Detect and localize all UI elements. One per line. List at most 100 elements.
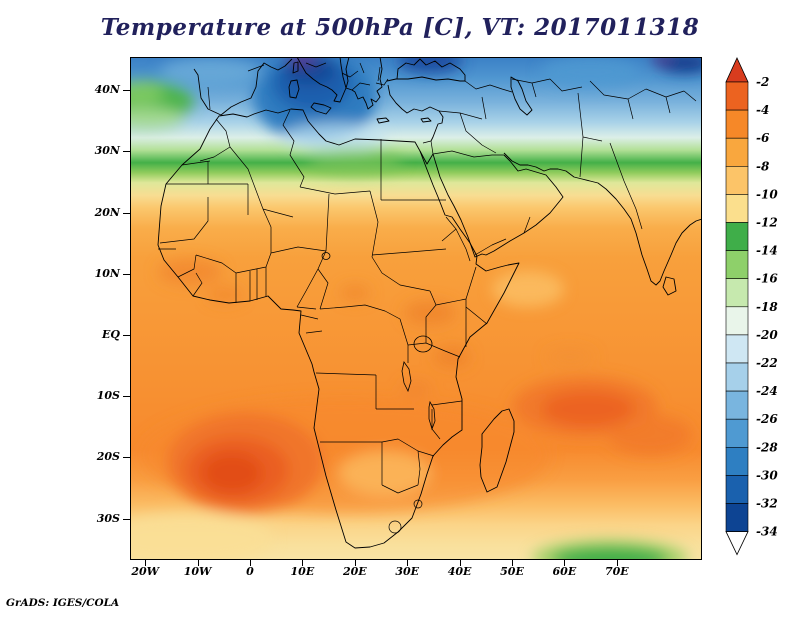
colorbar-tick-label: -22 [756,356,778,370]
lon-tick-mark [250,560,251,566]
country-borders [158,62,697,534]
srilanka-coastline [662,276,677,296]
colorbar-tick-label: -30 [756,468,778,482]
balkans-greece-coastline [345,57,383,110]
colorbar-segment [725,194,749,223]
lat-tick-label: 30S [96,511,120,525]
colorbar-tick-label: -18 [756,300,778,314]
map-frame [130,57,702,560]
crete-coastline [376,117,390,124]
lon-tick-mark [512,560,513,566]
lon-tick-label: 20W [131,565,160,578]
lat-tick-label: 20N [94,205,120,219]
caspian-sea-coastline [510,76,533,116]
madagascar-coastline [479,408,515,493]
colorbar-segment [725,109,749,139]
colorbar-segment [725,418,749,448]
lon-tick-mark [197,560,199,566]
lat-tick-mark [123,151,130,153]
lat-tick-mark [123,273,130,275]
credit-text: GrADS: IGES/COLA [6,597,120,609]
lake-malawi [428,400,436,431]
map-svg [130,57,702,560]
black-sea-coastline [386,58,466,82]
colorbar-segment [725,475,749,504]
lon-tick-label: 50E [500,565,524,578]
lon-tick-label: 10W [183,565,212,578]
lon-tick-mark [407,560,409,566]
colorbar-segment [725,306,749,336]
colorbar-arrow-above [725,57,749,83]
colorbar-tick-label: -34 [756,525,778,539]
plot-title: Temperature at 500hPa [C], VT: 201701131… [100,14,700,41]
lat-tick-mark [123,518,130,520]
lakes [321,252,436,431]
colorbar-tick-label: -24 [756,384,778,398]
colorbar-segment [725,334,749,364]
arabia-coastline [432,153,564,258]
lon-tick-label: 40E [447,565,472,578]
colorbar-tick-label: -10 [756,187,778,201]
lat-tick-mark [123,396,130,398]
colorbar-tick-label: -6 [756,131,770,145]
colorbar-tick-label: -26 [756,412,778,426]
anatolia-levant-coastline [387,84,444,144]
lat-tick-label: 10N [94,266,120,280]
lon-tick-mark [616,560,618,566]
lake-victoria [413,335,433,353]
lake-tanganyika [401,361,412,393]
colorbar-tick-label: -2 [756,75,769,89]
iran-india-coastline [503,152,702,286]
temperature-anomaly-blobs [130,57,702,560]
colorbar-tick-label: -4 [756,103,769,117]
colorbar-tick-label: -16 [756,272,778,286]
sardinia-coastline [288,79,300,99]
lon-tick-mark [302,560,304,566]
lon-tick-mark [354,560,356,566]
lon-tick-label: 20E [342,565,367,578]
corsica-coastline [292,61,299,74]
cyprus-coastline [420,117,432,123]
lon-tick-mark [564,560,566,566]
colorbar-tick-label: -8 [756,159,770,173]
colorbar-segment [725,446,749,476]
lat-tick-label: EQ [102,328,120,341]
lon-tick-mark [459,560,461,566]
lat-tick-label: 10S [96,389,120,403]
lat-tick-label: 30N [94,144,120,158]
colorbar: -2 -4 -6 -8 -10 -12 -14 -16 -18 -20 -22 -24 -26 -28 -3… [725,57,778,556]
lat-tick-mark [123,457,130,459]
lat-tick-mark [123,90,130,92]
colorbar-tick-label: -20 [756,328,778,342]
colorbar-segment [725,503,749,532]
lon-tick-mark [145,560,147,566]
colorbar-tick-label: -32 [756,497,778,511]
sicily-coastline [310,102,332,115]
colorbar-segment [725,137,749,167]
colorbar-tick-label: -28 [756,440,778,454]
lake-chad [321,252,331,260]
lon-tick-label: 0 [246,565,254,578]
lon-tick-label: 30E [395,565,420,578]
italy-coastline [296,57,347,103]
iberia-france-coastline [193,58,293,116]
lon-tick-label: 10E [290,565,315,578]
colorbar-arrow-below [725,531,749,556]
colorbar-segment [725,81,749,111]
sinai-coastline [419,150,434,165]
colorbar-segment [725,278,749,308]
colorbar-tick-label: -14 [756,244,778,258]
colorbar-segment [725,390,749,420]
lat-tick-label: 20S [96,450,120,464]
lat-tick-mark [123,212,130,214]
lat-tick-label: 40N [94,83,120,97]
colorbar-segment [725,250,749,280]
lon-tick-label: 70E [604,565,629,578]
lon-tick-label: 60E [552,565,577,578]
lat-tick-mark [123,335,130,336]
colorbar-segment [725,166,749,195]
colorbar-tick-label: -12 [756,216,778,230]
colorbar-segment [725,362,749,392]
colorbar-segment [725,222,749,251]
